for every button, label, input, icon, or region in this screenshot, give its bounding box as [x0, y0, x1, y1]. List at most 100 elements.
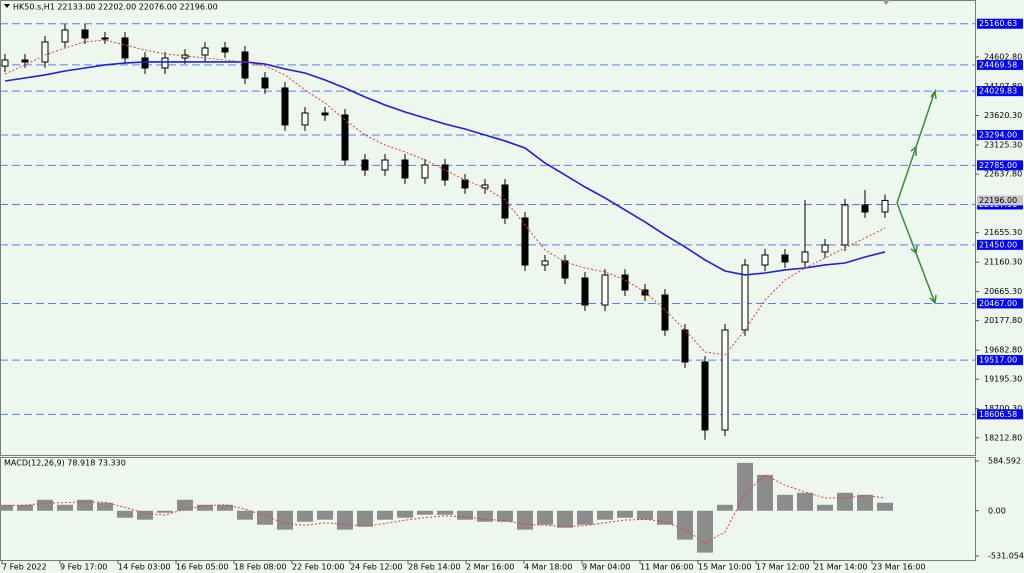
level-label-box	[977, 86, 1023, 97]
candle-body	[301, 112, 309, 126]
candle-body	[701, 361, 709, 431]
y-tick-label: 23620.30	[984, 111, 1022, 120]
level-label: 18606.58	[979, 410, 1017, 419]
x-tick-label: 28 Feb 14:00	[408, 563, 460, 572]
level-label: 20467.00	[979, 299, 1017, 308]
macd-bar	[457, 510, 473, 520]
candle-body	[601, 274, 609, 306]
macd-bar	[697, 510, 713, 553]
candle-body	[61, 29, 69, 43]
arrowhead	[930, 88, 937, 100]
x-tick-label: 4 Mar 18:00	[524, 563, 572, 572]
level-label-box	[977, 129, 1023, 140]
last-price-label: 22196.00	[979, 196, 1017, 205]
candle-body	[341, 114, 349, 161]
moving-average	[4, 61, 886, 276]
macd-bar	[297, 510, 313, 522]
macd-bar	[877, 502, 893, 511]
candle-body	[501, 184, 509, 219]
candle-body	[1, 59, 9, 67]
macd-bar	[497, 510, 513, 522]
macd-bar	[757, 474, 773, 511]
macd-bar	[177, 499, 193, 511]
x-tick-label: 7 Feb 2022	[2, 563, 47, 572]
x-tick-label: 23 Mar 16:00	[872, 563, 925, 572]
macd-tick-label: 584.592	[988, 456, 1021, 465]
macd-bar	[137, 510, 153, 520]
macd-bar	[597, 510, 613, 520]
candle-body	[121, 37, 129, 59]
level-label: 22785.00	[979, 161, 1017, 170]
y-tick-label: 20665.30	[984, 287, 1022, 296]
macd-tick-label: 0.00	[988, 506, 1006, 515]
macd-bar	[777, 494, 793, 511]
level-label: 19517.00	[979, 356, 1017, 365]
x-tick-label: 15 Mar 10:00	[698, 563, 751, 572]
level-label: 25160.63	[979, 19, 1017, 28]
macd-bar	[837, 492, 853, 511]
macd-bar	[37, 499, 53, 511]
macd-bar	[0, 504, 13, 511]
candle-body	[481, 184, 489, 189]
macd-bar	[357, 510, 373, 527]
macd-bar	[537, 510, 553, 525]
macd-bar	[477, 510, 493, 522]
main-frame	[0, 0, 976, 456]
x-tick-label: 21 Mar 14:00	[814, 563, 867, 572]
level-label: 24469.58	[979, 60, 1017, 69]
x-tick-label: 9 Mar 04:00	[582, 563, 630, 572]
macd-bar	[437, 510, 453, 515]
level-label-box	[977, 18, 1023, 29]
candle-body	[81, 29, 89, 39]
macd-bar	[217, 504, 233, 511]
macd-bar	[77, 499, 93, 511]
candle-body	[641, 289, 649, 296]
candle-body	[101, 37, 109, 40]
candle-body	[541, 260, 549, 266]
macd-bar	[317, 510, 333, 520]
candle-body	[161, 57, 169, 69]
x-tick-label: 2 Mar 16:00	[466, 563, 514, 572]
candle-body	[761, 254, 769, 266]
macd-bar	[817, 504, 833, 511]
candle-body	[361, 159, 369, 171]
candle-body	[781, 254, 789, 263]
macd-bar	[237, 510, 253, 520]
level-label-box	[977, 355, 1023, 366]
macd-bar	[517, 510, 533, 530]
candle-body	[681, 329, 689, 363]
macd-bar	[397, 510, 413, 518]
candle-body	[441, 164, 449, 181]
candle-body	[381, 159, 389, 171]
level-label-box	[977, 160, 1023, 171]
arrowhead	[929, 294, 937, 305]
candle-body	[621, 274, 629, 291]
candle-body	[321, 112, 329, 116]
macd-bar	[337, 510, 353, 530]
y-tick-label: 24602.80	[984, 52, 1022, 61]
candle-body	[221, 47, 229, 53]
candle-body	[721, 329, 729, 431]
menu-triangle[interactable]	[4, 4, 10, 8]
macd-bar	[117, 510, 133, 518]
x-tick-label: 9 Feb 17:00	[60, 563, 107, 572]
candle-body	[561, 260, 569, 279]
y-tick-label: 19682.80	[984, 346, 1022, 355]
macd-tick-label: -531.054	[988, 552, 1024, 561]
macd-label: MACD(12,26,9) 78.918 73.330	[4, 459, 126, 468]
macd-bar	[557, 510, 573, 528]
level-label-box	[977, 298, 1023, 309]
last-price-box	[977, 195, 1023, 206]
candle-body	[801, 251, 809, 263]
candle-body	[461, 179, 469, 189]
macd-bar	[717, 504, 733, 511]
shift-marker	[882, 0, 890, 5]
y-tick-label: 18700.30	[984, 404, 1022, 413]
candle-body	[401, 159, 409, 179]
macd-bar	[857, 494, 873, 511]
level-label-box	[977, 59, 1023, 70]
arrowhead	[910, 145, 917, 156]
candle-body	[261, 77, 269, 89]
x-tick-label: 18 Feb 08:00	[234, 563, 286, 572]
